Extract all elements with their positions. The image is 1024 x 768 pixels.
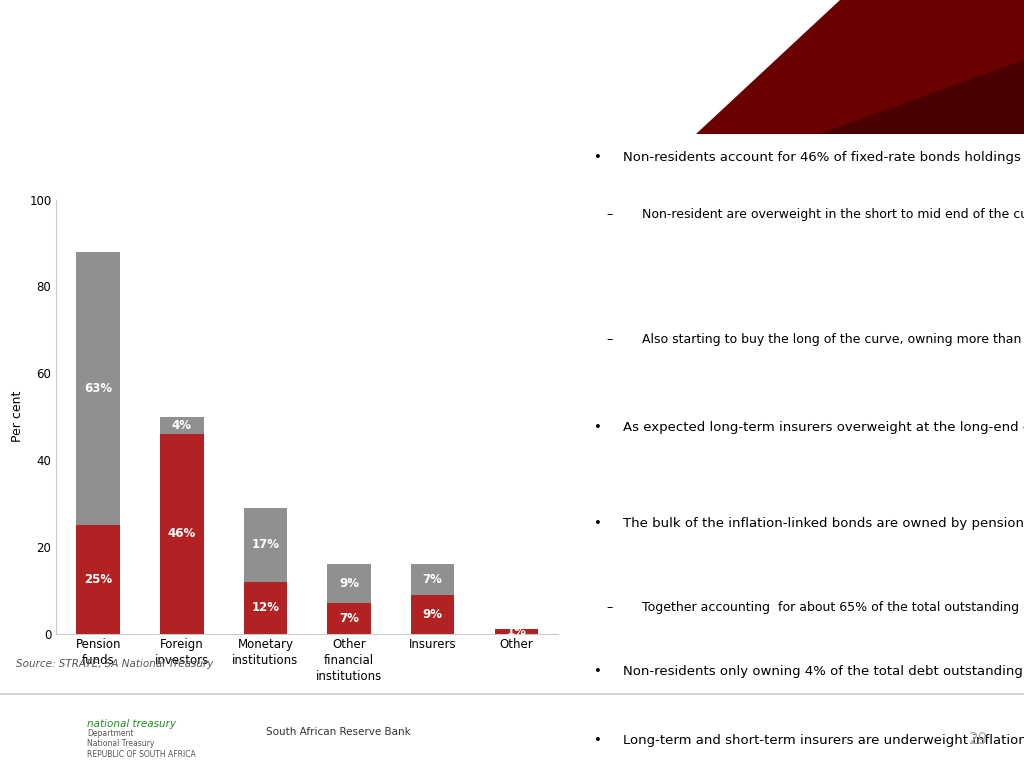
Bar [244, 508, 287, 581]
Text: 29: 29 [969, 732, 988, 747]
Text: •: • [594, 421, 602, 434]
Text: government bonds: government bonds [15, 81, 354, 112]
Text: Long-term and short-term insurers are underweight inflation linkers with combine: Long-term and short-term insurers are un… [624, 734, 1024, 747]
Text: The bulk of the inflation-linked bonds are owned by pension funds and monetary i: The bulk of the inflation-linked bonds a… [624, 517, 1024, 530]
Text: 46%: 46% [168, 528, 196, 541]
Text: 17%: 17% [251, 538, 280, 551]
Bar [495, 629, 538, 634]
Text: 7%: 7% [339, 612, 359, 625]
Text: national treasury: national treasury [87, 719, 176, 729]
Text: 63%: 63% [84, 382, 113, 395]
Bar [244, 581, 287, 634]
Text: 9%: 9% [423, 607, 442, 621]
Bar [77, 525, 120, 634]
Text: –: – [606, 333, 612, 346]
Bar [328, 564, 371, 603]
Text: 1%: 1% [506, 625, 526, 638]
Text: •: • [594, 151, 602, 164]
Text: Holdings of fixed-rate and inflation-linked: Holdings of fixed-rate and inflation-lin… [15, 22, 773, 53]
Text: 12%: 12% [251, 601, 280, 614]
Text: South African Reserve Bank: South African Reserve Bank [266, 727, 411, 737]
Text: –: – [606, 208, 612, 221]
Text: 9%: 9% [339, 578, 359, 590]
Text: –: – [606, 601, 612, 614]
Bar [328, 603, 371, 634]
Text: 25%: 25% [84, 573, 113, 586]
Bar [411, 564, 455, 594]
Bar [77, 252, 120, 525]
Text: Also starting to buy the long of the curve, owning more than 50% of the R214: Also starting to buy the long of the cur… [642, 333, 1024, 346]
Bar [160, 416, 204, 434]
Polygon shape [696, 0, 1024, 134]
Text: •: • [594, 734, 602, 747]
Y-axis label: Per cent: Per cent [10, 391, 24, 442]
Text: Department
National Treasury
REPUBLIC OF SOUTH AFRICA: Department National Treasury REPUBLIC OF… [87, 729, 196, 759]
Text: As expected long-term insurers overweight at the long-end of the curve: As expected long-term insurers overweigh… [624, 421, 1024, 434]
Text: Non-residents only owning 4% of the total debt outstanding: Non-residents only owning 4% of the tota… [624, 664, 1023, 677]
Bar [160, 434, 204, 634]
Text: Non-resident are overweight in the short to mid end of the curve, owning more th: Non-resident are overweight in the short… [642, 208, 1024, 221]
Text: Source: STRATE, SA National Treasury: Source: STRATE, SA National Treasury [15, 659, 213, 670]
Bar [411, 594, 455, 634]
Text: Ownership of fixed-rate bonds and inflation-linked bonds by sector,
Oct 2014: Ownership of fixed-rate bonds and inflat… [25, 149, 446, 172]
Polygon shape [819, 61, 1024, 134]
Text: •: • [594, 517, 602, 530]
Text: Together accounting  for about 65% of the total outstanding debt: Together accounting for about 65% of the… [642, 601, 1024, 614]
Text: Non-residents account for 46% of fixed-rate bonds holdings: Non-residents account for 46% of fixed-r… [624, 151, 1021, 164]
Text: •: • [594, 664, 602, 677]
Text: 7%: 7% [423, 573, 442, 586]
Text: 4%: 4% [172, 419, 191, 432]
